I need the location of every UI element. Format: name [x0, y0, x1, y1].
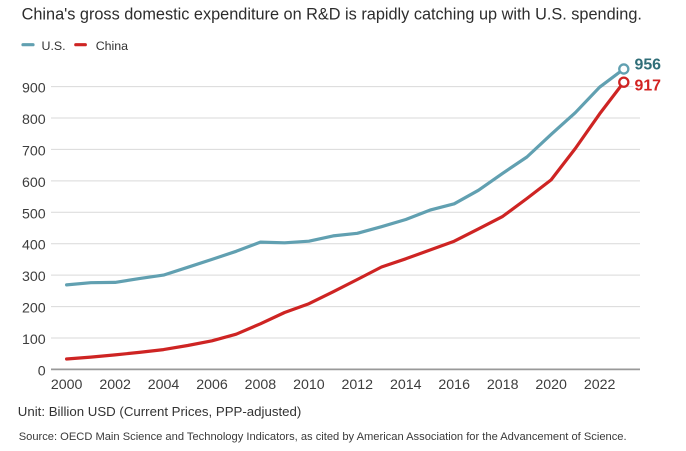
- svg-text:China: China: [96, 39, 128, 53]
- svg-text:200: 200: [22, 301, 46, 317]
- svg-text:100: 100: [22, 332, 46, 348]
- svg-text:2006: 2006: [196, 377, 228, 393]
- svg-text:300: 300: [22, 269, 46, 285]
- svg-text:700: 700: [22, 143, 46, 159]
- svg-text:U.S.: U.S.: [42, 39, 66, 53]
- svg-text:2014: 2014: [390, 377, 422, 393]
- svg-text:900: 900: [22, 81, 46, 97]
- svg-text:Unit: Billion USD (Current Pri: Unit: Billion USD (Current Prices, PPP-a…: [18, 404, 302, 419]
- svg-text:China's gross domestic expendi: China's gross domestic expenditure on R&…: [22, 5, 642, 23]
- svg-text:600: 600: [22, 175, 46, 191]
- svg-text:2016: 2016: [438, 377, 470, 393]
- svg-text:2000: 2000: [51, 377, 83, 393]
- svg-text:2002: 2002: [99, 377, 131, 393]
- svg-text:2018: 2018: [487, 377, 519, 393]
- svg-text:2008: 2008: [245, 377, 277, 393]
- svg-text:500: 500: [22, 206, 46, 222]
- svg-text:2010: 2010: [293, 377, 325, 393]
- svg-text:2004: 2004: [148, 377, 180, 393]
- svg-text:Source: OECD Main Science and: Source: OECD Main Science and Technology…: [19, 431, 627, 443]
- svg-text:2012: 2012: [342, 377, 374, 393]
- svg-text:956: 956: [635, 57, 662, 74]
- svg-text:400: 400: [22, 238, 46, 254]
- svg-text:917: 917: [635, 78, 662, 95]
- svg-text:0: 0: [38, 363, 46, 379]
- svg-text:2022: 2022: [584, 377, 616, 393]
- svg-text:800: 800: [22, 112, 46, 128]
- svg-text:2020: 2020: [535, 377, 567, 393]
